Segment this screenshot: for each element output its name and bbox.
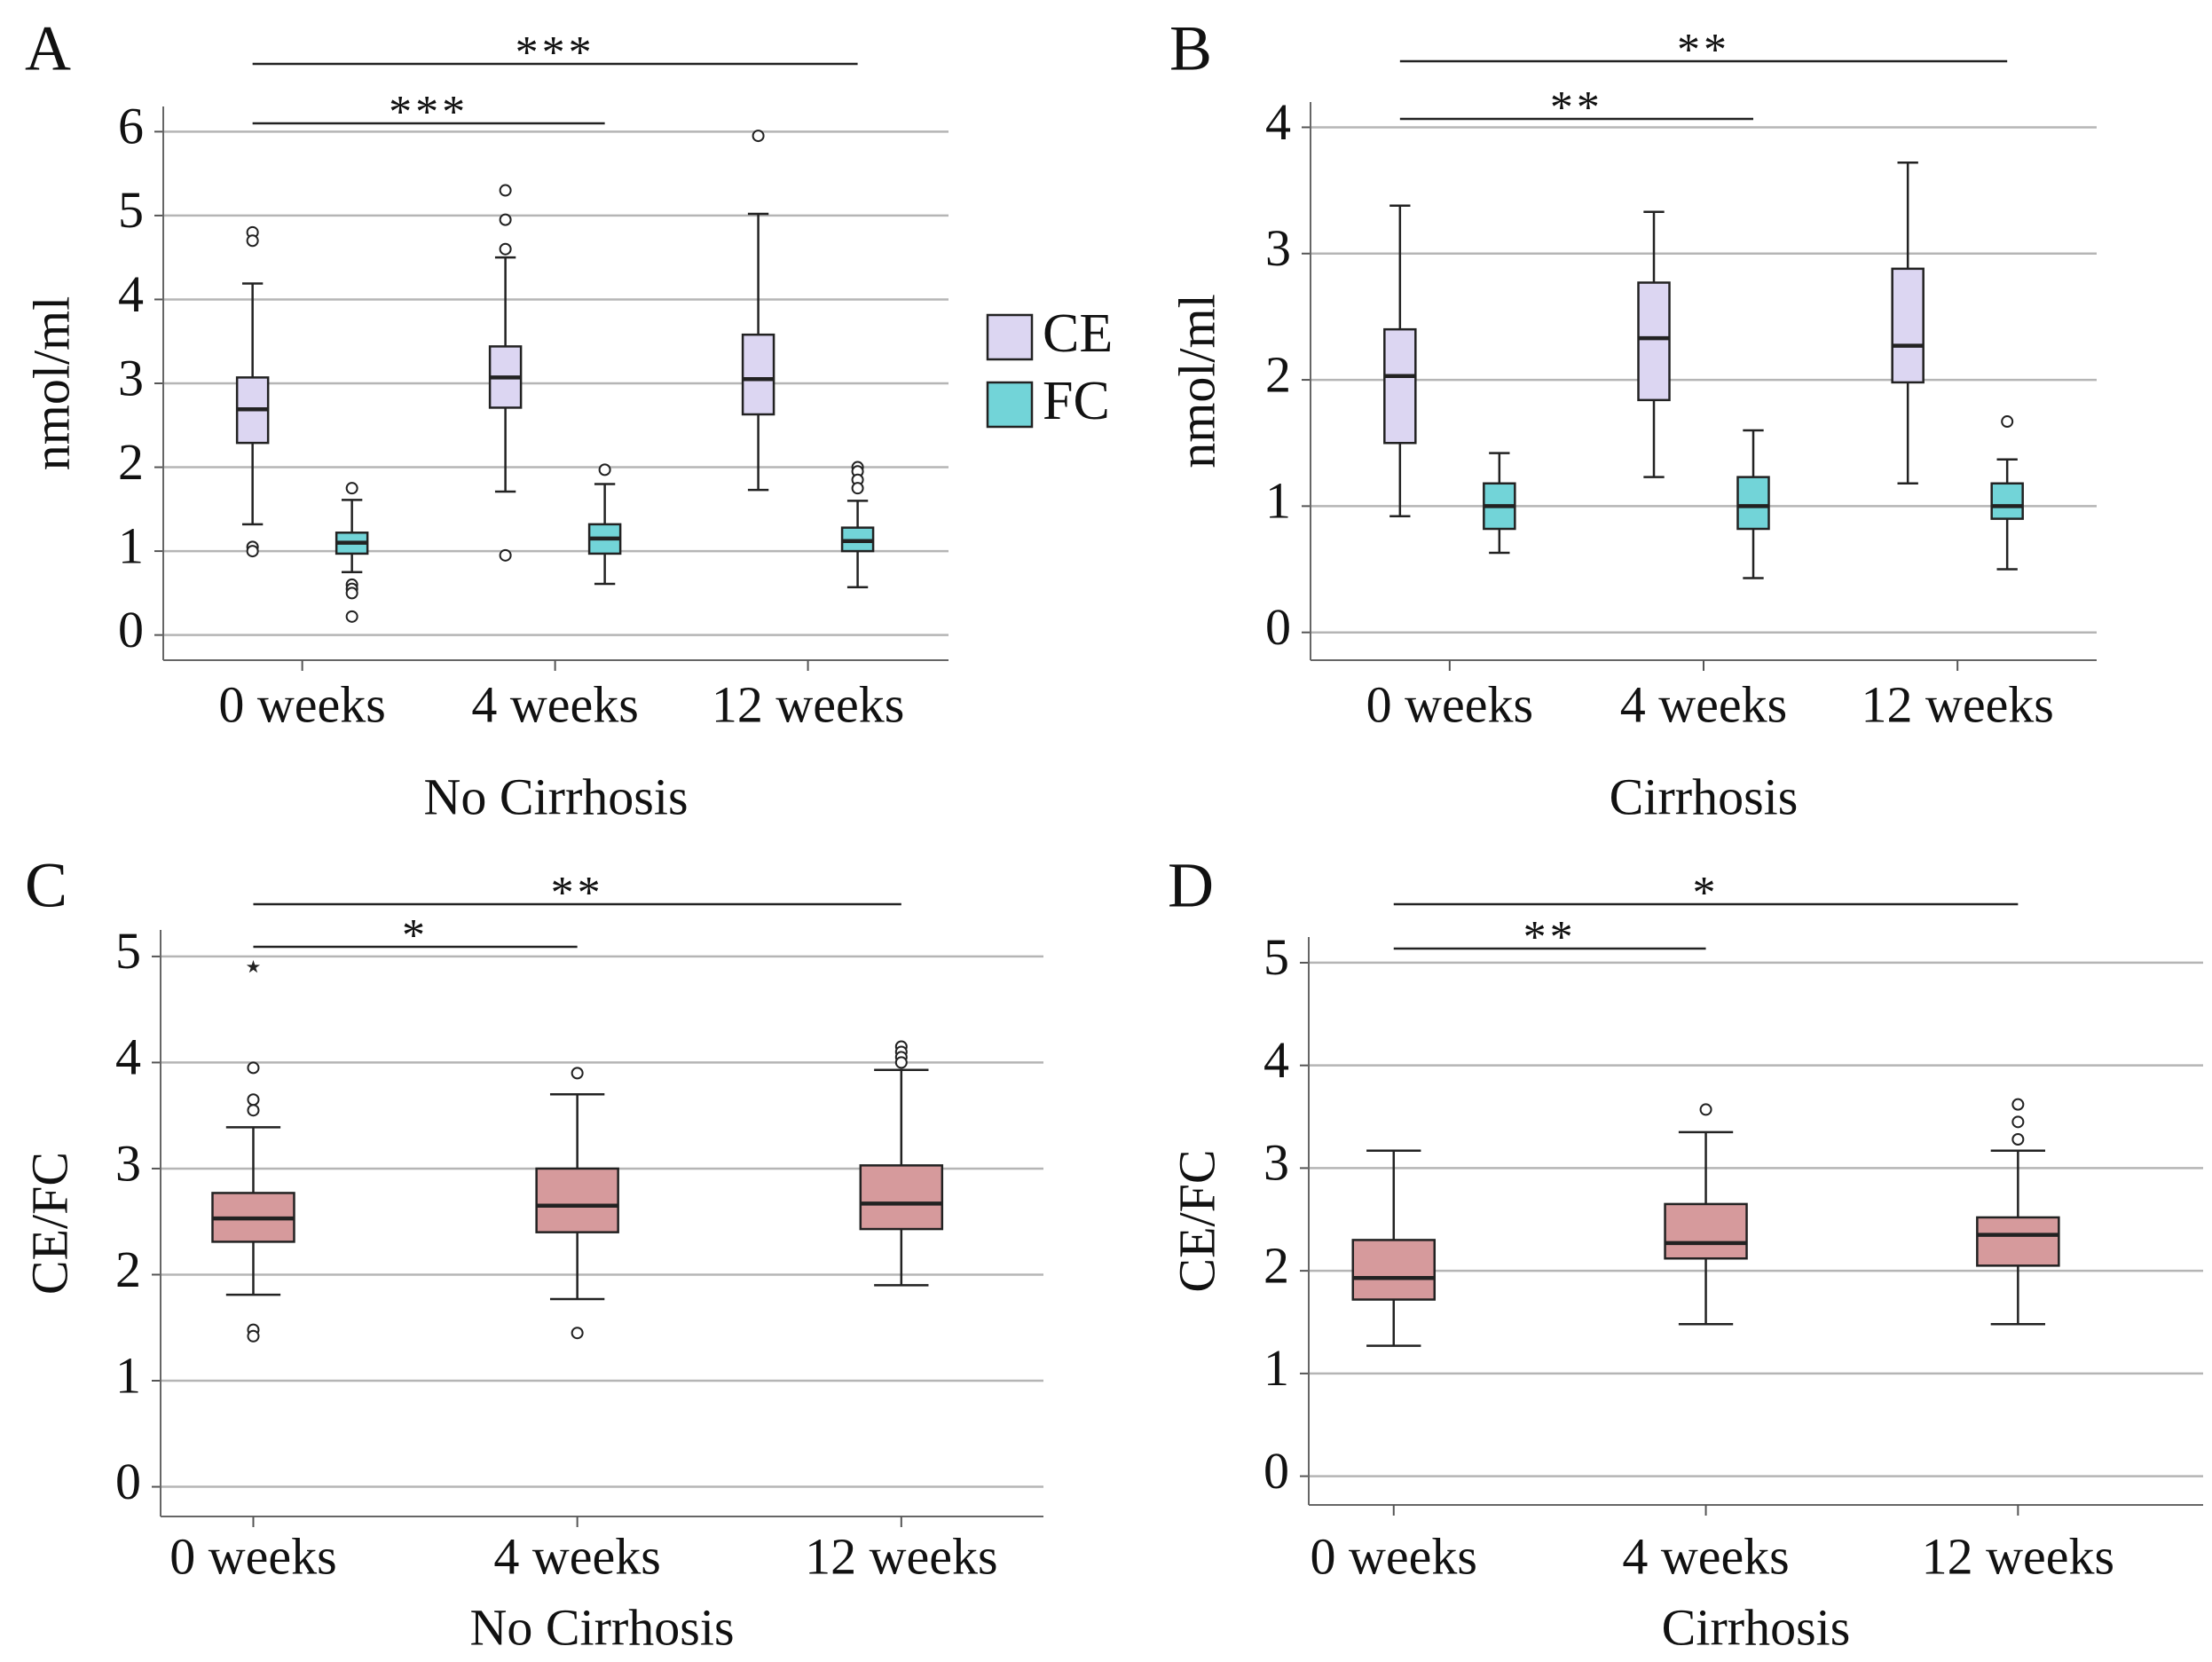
box (741, 333, 775, 416)
outlier (499, 184, 512, 197)
y-tick-label: 4 (1265, 93, 1291, 151)
y-tick-label: 4 (118, 265, 144, 323)
outlier (571, 1067, 584, 1080)
box (859, 1164, 944, 1231)
outlier (894, 1056, 908, 1069)
y-tick-label: 3 (118, 349, 144, 406)
outlier (345, 587, 358, 600)
box (1383, 327, 1417, 445)
outlier (851, 482, 864, 495)
legend-swatch (986, 381, 1034, 429)
extreme-outlier (246, 959, 261, 973)
x-axis-label: Cirrhosis (1610, 768, 1799, 825)
y-tick-label: 2 (1263, 1236, 1289, 1294)
box (1990, 482, 2024, 520)
y-tick-label: 3 (115, 1134, 141, 1192)
legend-label: FC (1043, 371, 1110, 431)
y-tick-label: 6 (118, 98, 144, 155)
x-tick-label: 4 weeks (471, 675, 638, 733)
outlier (247, 1104, 260, 1117)
significance-label: * (402, 910, 429, 961)
y-tick-label: 2 (115, 1241, 141, 1298)
outlier (1699, 1103, 1712, 1116)
y-axis-label: CE/FC (20, 1152, 78, 1295)
panel-label: B (1169, 13, 1212, 84)
y-tick-label: 1 (1263, 1339, 1289, 1397)
y-tick-label: 0 (1265, 598, 1291, 656)
panel-label: A (25, 13, 71, 84)
x-tick-label: 4 weeks (493, 1527, 660, 1585)
significance-label: * (1693, 868, 1720, 918)
outlier (247, 1329, 260, 1343)
outlier (246, 234, 259, 248)
significance-label: *** (389, 87, 468, 138)
outlier (345, 482, 358, 495)
box (1664, 1202, 1748, 1260)
y-tick-label: 0 (115, 1453, 141, 1510)
outlier (247, 1093, 260, 1107)
y-tick-label: 3 (1263, 1134, 1289, 1192)
x-tick-label: 0 weeks (169, 1527, 336, 1585)
y-tick-label: 1 (1265, 472, 1291, 530)
legend-swatch (986, 313, 1034, 361)
outlier (2011, 1098, 2025, 1111)
y-tick-label: 4 (115, 1028, 141, 1086)
x-tick-label: 4 weeks (1622, 1527, 1789, 1585)
x-axis-label: Cirrhosis (1662, 1598, 1851, 1656)
y-tick-label: 2 (118, 433, 144, 491)
panel-label: D (1168, 850, 1214, 921)
y-tick-label: 0 (1263, 1442, 1289, 1500)
x-tick-label: 12 weeks (712, 675, 904, 733)
x-tick-label: 4 weeks (1620, 675, 1787, 733)
x-tick-label: 12 weeks (1861, 675, 2053, 733)
outlier (571, 1327, 584, 1340)
x-tick-label: 12 weeks (1922, 1527, 2114, 1585)
x-tick-label: 0 weeks (218, 675, 385, 733)
outlier (2011, 1115, 2025, 1129)
y-axis-label: nmol/ml (22, 296, 80, 471)
significance-label: ** (551, 868, 604, 918)
box (1637, 281, 1671, 402)
significance-label: ** (1550, 83, 1603, 133)
y-axis-label: CE/FC (1168, 1149, 1225, 1292)
y-tick-label: 5 (1263, 928, 1289, 986)
y-tick-label: 2 (1265, 345, 1291, 403)
significance-label: *** (516, 28, 595, 78)
x-tick-label: 0 weeks (1311, 1527, 1477, 1585)
outlier (499, 548, 512, 562)
outlier (598, 463, 611, 477)
y-tick-label: 4 (1263, 1031, 1289, 1089)
x-tick-label: 0 weeks (1366, 675, 1533, 733)
box (1976, 1216, 2060, 1267)
significance-label: ** (1523, 912, 1577, 963)
y-tick-label: 1 (115, 1346, 141, 1404)
y-tick-label: 0 (118, 601, 144, 658)
outlier (345, 610, 358, 623)
y-tick-label: 3 (1265, 219, 1291, 277)
outlier (247, 1061, 260, 1075)
box (1736, 476, 1770, 531)
box (1351, 1239, 1437, 1301)
x-tick-label: 12 weeks (805, 1527, 997, 1585)
y-axis-label: nmol/ml (1168, 294, 1225, 469)
y-tick-label: 5 (118, 181, 144, 239)
outlier (2011, 1132, 2025, 1146)
significance-label: ** (1677, 25, 1730, 75)
box (535, 1167, 619, 1233)
x-axis-label: No Cirrhosis (469, 1598, 734, 1656)
box (1891, 267, 1925, 384)
x-axis-label: No Cirrhosis (423, 768, 688, 825)
outlier (2001, 415, 2014, 429)
y-tick-label: 5 (115, 922, 141, 980)
outlier (752, 130, 765, 143)
y-tick-label: 1 (118, 516, 144, 574)
panel-label: C (25, 850, 67, 921)
legend-label: CE (1043, 303, 1113, 364)
outlier (499, 242, 512, 256)
outlier (246, 545, 259, 558)
outlier (499, 213, 512, 226)
